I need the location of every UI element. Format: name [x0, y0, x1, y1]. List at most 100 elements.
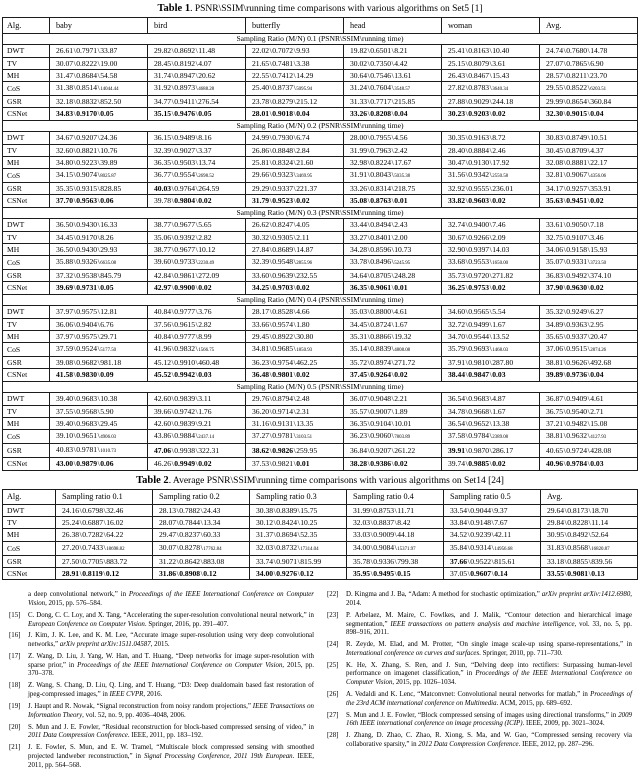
- metric-value: 0.8974: [370, 358, 392, 368]
- reference-text: S. Mun and J. E. Fowler, “Block compress…: [346, 711, 619, 719]
- backslash-separator: \: [269, 430, 272, 440]
- metric-value: 40.65: [546, 446, 564, 456]
- metric-cell: 31.33\0.7717\215.85: [343, 95, 442, 109]
- metric-value: 30.35: [448, 133, 466, 143]
- metric-value: 0.9784: [566, 459, 588, 469]
- metric-value: 0.9839: [174, 418, 196, 428]
- metric-value: 0.9203: [468, 109, 490, 119]
- metric-value: 5095.94: [296, 86, 313, 92]
- metric-value: 34.17: [546, 184, 564, 194]
- metric-value: 2.71: [590, 406, 604, 416]
- algorithm-label: GSR: [2, 95, 50, 109]
- backslash-separator: \: [73, 331, 76, 341]
- metric-value: 32.39: [154, 145, 172, 155]
- reference-text: , vol. 52, no. 9, pp. 4036–4048, 2006.: [82, 711, 186, 719]
- reference-number: [28]: [327, 732, 339, 740]
- metric-cell: 34.60\0.9565\5.54: [441, 305, 540, 319]
- references-right-column: [22] D. Kingma and J. Ba, “Adam: A method…: [327, 591, 632, 773]
- backslash-separator: \: [367, 331, 370, 341]
- metric-value: 0.7546: [370, 70, 392, 80]
- backslash-separator: \: [293, 283, 296, 293]
- backslash-separator: \: [370, 506, 373, 516]
- metric-value: 33.61: [546, 220, 564, 230]
- metric-value: 37.53: [252, 459, 270, 469]
- column-header: woman: [441, 17, 540, 34]
- backslash-separator: \: [195, 271, 198, 281]
- backslash-separator: \: [273, 506, 276, 516]
- metric-value: 0.8492: [567, 530, 589, 540]
- metric-value: 353.91: [590, 184, 612, 194]
- column-header: Alg.: [2, 488, 56, 506]
- metric-value: 0.6798: [82, 506, 104, 516]
- metric-value: 0.9315: [76, 184, 98, 194]
- backslash-separator: \: [269, 46, 272, 56]
- metric-value: 1650.00: [492, 260, 509, 266]
- metric-value: 0.9331: [566, 256, 588, 266]
- metric-value: 39.08: [56, 358, 74, 368]
- metric-value: 14044.44: [100, 86, 119, 92]
- backslash-separator: \: [489, 97, 492, 107]
- metric-cell: 34.45\0.9170\8.26: [49, 230, 148, 244]
- metric-value: 0.9515: [566, 343, 588, 353]
- metric-cell: 34.78\0.9668\1.67: [441, 404, 540, 418]
- metric-value: 29.84: [547, 518, 565, 528]
- metric-value: 0.8763: [370, 196, 392, 206]
- metric-cell: 38.81\0.9626\492.68: [539, 356, 638, 370]
- metric-value: 0.8884: [468, 145, 490, 155]
- metric-value: 39.89: [546, 370, 564, 380]
- metric-value: 34.52: [450, 530, 468, 540]
- backslash-separator: \: [200, 569, 203, 579]
- metric-cell: 33.18\0.8855\839.56: [540, 554, 638, 569]
- metric-cell: 30.45\0.8709\4.37: [539, 143, 638, 157]
- metric-value: 10.40: [492, 46, 510, 56]
- metric-cell: 33.27\0.8401\2.00: [343, 230, 442, 244]
- metric-cell: 35.79\0.9693\1468.03: [441, 341, 540, 358]
- backslash-separator: \: [367, 109, 370, 119]
- backslash-separator: \: [465, 82, 468, 92]
- metric-value: 0.8642: [179, 556, 201, 566]
- metric-value: 0.7844: [179, 518, 201, 528]
- backslash-separator: \: [465, 271, 468, 281]
- metric-value: 0.8247: [272, 220, 294, 230]
- metric-value: 0.9476: [174, 109, 196, 119]
- backslash-separator: \: [79, 530, 82, 540]
- metric-value: 0.9910: [174, 358, 196, 368]
- metric-value: 0.02: [590, 283, 604, 293]
- metric-cell: 36.75\0.9540\2.71: [539, 404, 638, 418]
- backslash-separator: \: [563, 157, 566, 167]
- backslash-separator: \: [391, 232, 394, 242]
- backslash-separator: \: [391, 430, 394, 440]
- backslash-separator: \: [97, 244, 100, 254]
- metric-value: 839.56: [591, 556, 613, 566]
- metric-value: 11.48: [198, 46, 216, 56]
- metric-value: 0.9801: [272, 370, 294, 380]
- metric-value: 0.9847: [468, 370, 490, 380]
- backslash-separator: \: [73, 220, 76, 230]
- metric-cell: 32.39\0.9027\3.37: [147, 143, 246, 157]
- backslash-separator: \: [587, 244, 590, 254]
- backslash-separator: \: [564, 556, 567, 566]
- metric-cell: 31.86\0.8908\0.12: [152, 567, 250, 581]
- metric-value: 0.14: [494, 569, 508, 579]
- metric-value: 36.54: [448, 394, 466, 404]
- metric-cell: 37.45\0.9264\0.02: [343, 368, 442, 382]
- metric-value: 14.78: [590, 46, 608, 56]
- reference-text: Z. Wang, D. Liu, J. Yang, W. Han, and T.…: [28, 653, 314, 669]
- metric-cell: 35.15\0.9476\0.05: [147, 107, 246, 121]
- metric-value: 8.16: [198, 133, 212, 143]
- table2-caption-text: . Average PSNR\SSIM\running time compari…: [168, 475, 504, 486]
- reference-item: [25] K. He, X. Zhang, S. Ren, and J. Sun,…: [327, 662, 632, 688]
- column-header: Sampling ratio 0.3: [249, 488, 347, 506]
- backslash-separator: \: [293, 196, 296, 206]
- metric-value: 29.45: [252, 331, 270, 341]
- metric-value: 0.9724: [566, 446, 588, 456]
- metric-value: 0.13: [591, 569, 605, 579]
- metric-cell: 25.41\0.8163\10.40: [441, 44, 540, 58]
- metric-cell: 36.35\0.9503\13.74: [147, 155, 246, 169]
- metric-value: 0.9336: [373, 556, 395, 566]
- metric-value: 27.82: [448, 82, 466, 92]
- backslash-separator: \: [293, 430, 296, 440]
- sampling-ratio-header-row: Sampling Ratio (M/N) 0.5 (PSNR\SSIM\runn…: [2, 380, 638, 394]
- metric-value: 0.9821: [272, 459, 294, 469]
- metric-value: 0.8211: [566, 70, 587, 80]
